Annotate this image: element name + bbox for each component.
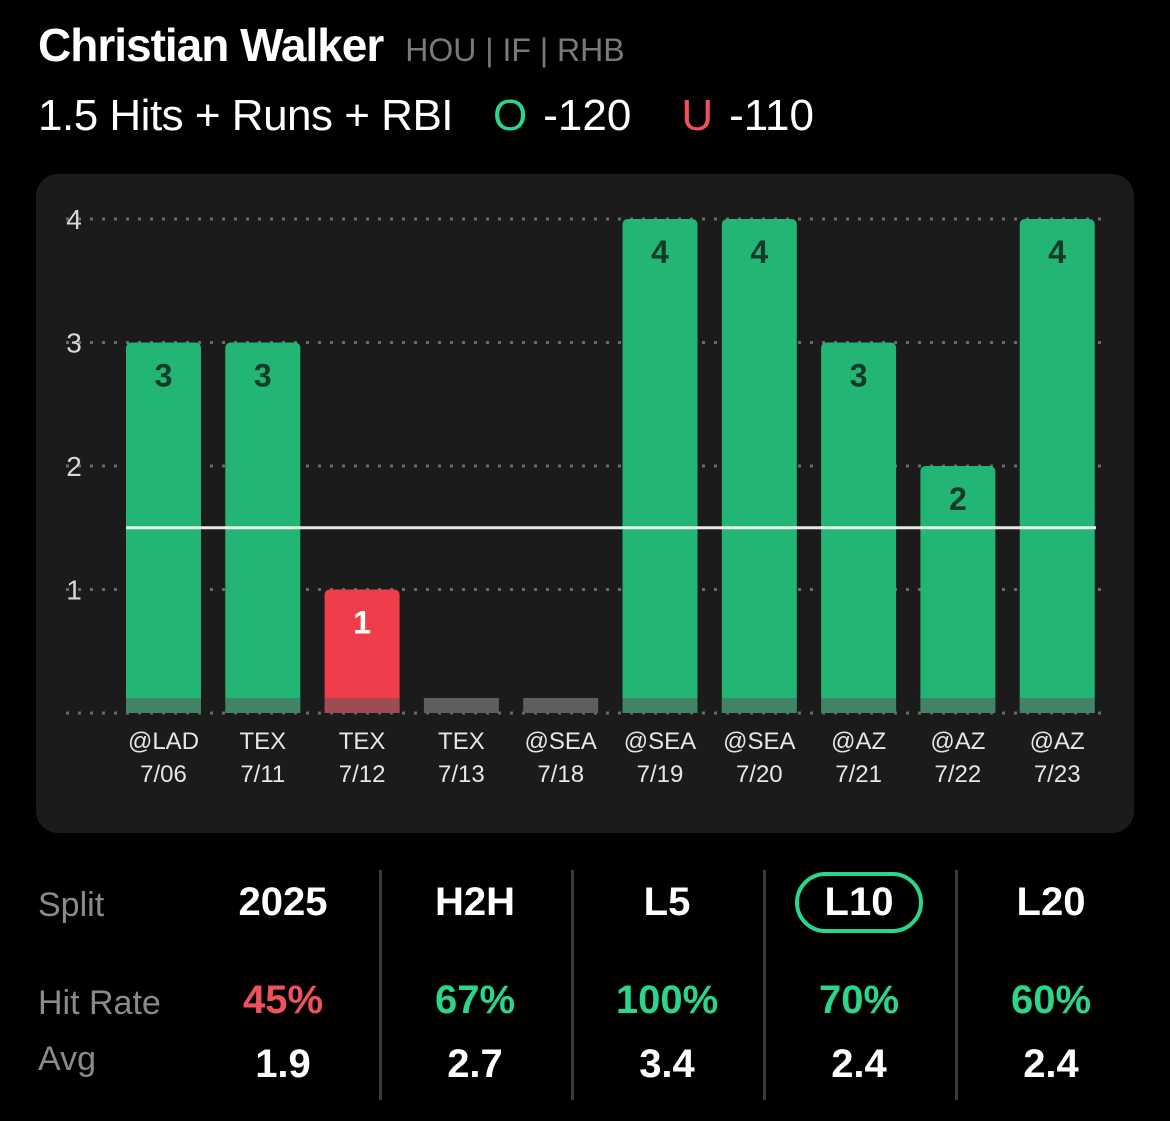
x-tick-opponent: TEX: [239, 728, 286, 755]
hit-rate-value: 70%: [818, 978, 900, 1022]
avg-value: 3.4: [639, 1042, 695, 1086]
x-tick-opponent: @SEA: [624, 728, 696, 755]
split-tab-label: L5: [643, 880, 691, 924]
bar-foot: [225, 698, 301, 713]
bar-value-label: 1: [353, 605, 371, 641]
hit-rate-row-label: Hit Rate: [38, 984, 161, 1022]
player-meta: HOU | IF | RHB: [405, 32, 625, 68]
bar: [1019, 219, 1095, 713]
over-odds-value: -120: [543, 91, 632, 140]
player-name: Christian Walker: [38, 19, 384, 71]
split-row-label: Split: [38, 886, 105, 924]
bar-foot: [920, 698, 996, 713]
x-tick-opponent: TEX: [339, 728, 386, 755]
x-tick-opponent: @AZ: [930, 728, 985, 755]
over-odds[interactable]: O -120: [493, 91, 681, 141]
bar-foot: [324, 698, 400, 713]
hit-rate-value: 45%: [242, 978, 324, 1022]
x-tick-date: 7/12: [339, 761, 386, 788]
x-tick-opponent: @SEA: [723, 728, 795, 755]
x-tick-date: 7/11: [240, 761, 285, 788]
x-tick-opponent: @LAD: [128, 728, 199, 755]
bar: [622, 219, 698, 713]
split-tab-2025[interactable]: 2025: [188, 880, 378, 925]
x-tick-date: 7/18: [537, 761, 584, 788]
bar-value-label: 4: [1048, 234, 1066, 270]
split-column-l5[interactable]: L5 100% 3.4: [572, 860, 762, 1110]
split-tab-label: 2025: [238, 880, 328, 924]
split-tab-l5[interactable]: L5: [572, 880, 762, 925]
bar-foot: [721, 698, 797, 713]
avg-row-label: Avg: [38, 1040, 96, 1078]
bar-empty: [523, 698, 599, 713]
bar-value-label: 3: [155, 358, 173, 394]
hit-rate-value: 60%: [1010, 978, 1092, 1022]
player-header: Christian Walker HOU | IF | RHB 1.5 Hits…: [38, 18, 1150, 146]
bar-value-label: 2: [949, 481, 967, 517]
y-tick-label: 4: [66, 204, 82, 235]
bar: [324, 589, 400, 713]
splits-table: Split Hit Rate Avg 2025 45% 1.9 H2H 67% 2.7 L5…: [0, 860, 1170, 1110]
split-column-2025[interactable]: 2025 45% 1.9: [188, 860, 378, 1110]
column-divider: [379, 870, 382, 1100]
split-tab-label: H2H: [434, 880, 516, 924]
hit-rate-value: 67%: [434, 978, 516, 1022]
bar-value-label: 4: [651, 234, 669, 270]
split-column-h2h[interactable]: H2H 67% 2.7: [380, 860, 570, 1110]
under-odds-value: -110: [729, 91, 814, 140]
split-tab-label: L20: [1016, 880, 1086, 924]
bar: [721, 219, 797, 713]
x-tick-date: 7/21: [835, 761, 882, 788]
under-odds[interactable]: U -110: [681, 91, 864, 141]
bar-foot: [821, 698, 897, 713]
prop-label: 1.5 Hits + Runs + RBI: [38, 91, 454, 140]
hit-rate-value: 100%: [615, 978, 719, 1022]
bar-empty: [423, 698, 499, 713]
x-tick-date: 7/22: [935, 761, 982, 788]
bar-value-label: 3: [254, 358, 272, 394]
prop-line: 1.5 Hits + Runs + RBI O -120 U -110: [38, 86, 1150, 146]
column-divider: [955, 870, 958, 1100]
over-icon: O: [493, 91, 528, 140]
x-tick-opponent: @AZ: [1030, 728, 1085, 755]
y-tick-label: 3: [66, 328, 82, 359]
x-tick-date: 7/19: [637, 761, 684, 788]
split-tab-label: L10: [794, 872, 924, 933]
bar-foot: [622, 698, 698, 713]
split-tab-l10[interactable]: L10: [764, 872, 954, 933]
column-divider: [763, 870, 766, 1100]
y-tick-label: 1: [66, 575, 82, 606]
split-tab-h2h[interactable]: H2H: [380, 880, 570, 925]
bar-chart: 1 2 3 4 3 @LAD 7/06 3 TEX 7/11 1 TEX 7/12 TEX 7/13 @SEA…: [66, 204, 1104, 788]
under-icon: U: [681, 91, 714, 140]
avg-value: 1.9: [255, 1042, 311, 1086]
x-tick-date: 7/13: [438, 761, 485, 788]
column-divider: [571, 870, 574, 1100]
x-tick-date: 7/20: [736, 761, 783, 788]
x-tick-opponent: TEX: [438, 728, 485, 755]
x-tick-opponent: @AZ: [831, 728, 886, 755]
bar-foot: [126, 698, 201, 713]
game-log-chart: 1 2 3 4 3 @LAD 7/06 3 TEX 7/11 1 TEX 7/12 TEX 7/13 @SEA…: [36, 174, 1134, 833]
split-column-l10[interactable]: L10 70% 2.4: [764, 860, 954, 1110]
x-tick-opponent: @SEA: [525, 728, 597, 755]
split-tab-l20[interactable]: L20: [956, 880, 1146, 925]
bar-value-label: 3: [850, 358, 868, 394]
bar-foot: [1019, 698, 1095, 713]
x-tick-date: 7/23: [1034, 761, 1081, 788]
avg-value: 2.4: [1023, 1042, 1079, 1086]
bar-value-label: 4: [750, 234, 768, 270]
x-tick-date: 7/06: [140, 761, 187, 788]
avg-value: 2.7: [447, 1042, 503, 1086]
split-column-l20[interactable]: L20 60% 2.4: [956, 860, 1146, 1110]
y-tick-label: 2: [66, 451, 82, 482]
avg-value: 2.4: [831, 1042, 887, 1086]
